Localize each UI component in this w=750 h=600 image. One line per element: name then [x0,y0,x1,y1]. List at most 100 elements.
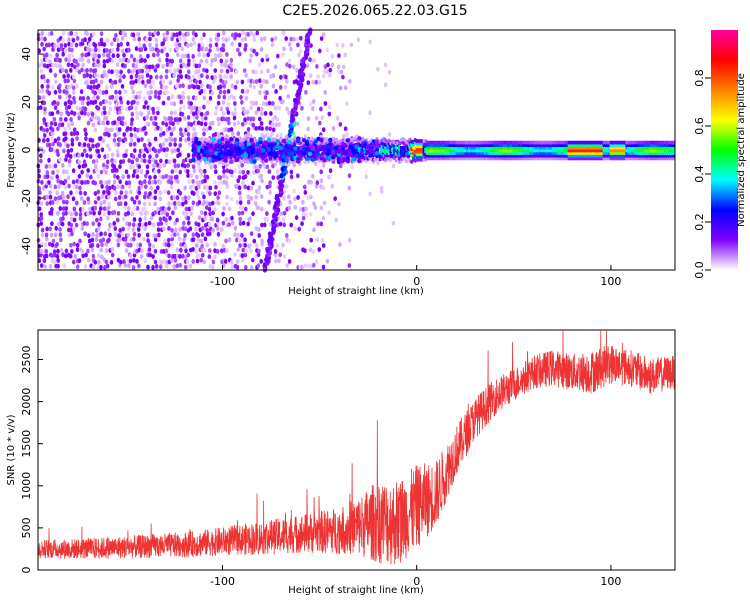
noise-speck [235,264,240,270]
noise-speck [106,153,110,159]
noise-speck [110,127,114,133]
noise-speck [49,121,54,126]
noise-speck [84,252,88,258]
noise-speck [321,73,326,79]
noise-speck [112,221,117,226]
noise-speck [188,184,193,190]
noise-speck [306,80,311,86]
noise-speck [51,141,55,147]
noise-speck [331,125,336,131]
noise-speck [238,200,243,206]
noise-speck [85,68,89,73]
noise-speck [132,141,137,147]
noise-speck [229,74,233,80]
colorbar-tick-label: 0.0 [693,261,706,279]
noise-speck [240,79,245,85]
noise-speck [233,106,238,112]
noise-speck [85,153,89,158]
noise-speck [96,174,101,179]
noise-speck [107,205,111,211]
noise-speck [153,237,158,243]
noise-speck [316,221,320,227]
noise-speck [57,184,61,190]
noise-speck [56,109,60,115]
noise-speck [51,62,55,68]
noise-speck [265,164,270,170]
noise-speck [168,142,173,147]
noise-speck [164,263,169,269]
noise-speck [186,163,190,168]
noise-speck [208,211,212,217]
noise-speck [153,174,157,180]
noise-speck [46,78,50,84]
noise-speck [123,205,128,211]
noise-speck [105,48,109,53]
noise-speck [244,73,248,78]
noise-speck [167,125,172,131]
noise-speck [108,232,112,238]
noise-speck [164,248,169,254]
noise-speck [80,226,85,232]
noise-speck [102,48,107,53]
noise-speck [187,69,191,75]
noise-speck [86,58,91,64]
noise-speck [215,226,220,231]
noise-speck [238,243,242,249]
noise-speck [136,227,141,232]
main-line-blob [293,146,298,151]
noise-speck [48,226,52,232]
noise-speck [100,184,104,189]
main-line-blob [226,143,231,148]
noise-speck [149,84,153,90]
noise-speck [93,99,98,105]
main-line-blob [226,140,231,145]
noise-speck [173,220,177,226]
noise-speck [199,58,204,64]
noise-speck [70,121,74,127]
noise-speck [235,200,240,205]
noise-speck [49,31,54,36]
noise-speck [162,226,166,231]
noise-speck [155,153,159,159]
noise-speck [74,59,78,64]
noise-speck [96,196,101,201]
noise-speck [58,122,62,128]
noise-speck [254,194,258,200]
noise-speck [45,57,49,62]
noise-speck [44,236,49,242]
noise-speck [86,168,90,173]
noise-speck [102,190,106,195]
noise-speck [86,120,91,126]
noise-speck [111,53,116,59]
noise-speck [72,127,77,133]
noise-speck [138,89,143,95]
noise-speck [100,147,105,153]
noise-speck [126,174,131,179]
noise-speck [328,72,332,78]
noise-speck [165,52,170,58]
noise-speck [265,217,269,223]
noise-speck [83,264,88,269]
sweep-point [275,207,281,213]
noise-speck [268,180,272,186]
noise-speck [200,42,204,48]
noise-speck [115,148,120,154]
noise-speck [151,264,155,270]
noise-speck [92,210,96,216]
noise-speck [269,111,273,116]
noise-speck [225,106,230,112]
noise-speck [48,241,52,247]
noise-speck [69,190,73,196]
noise-speck [205,110,210,116]
noise-speck [181,201,185,207]
main-line-blob [269,142,275,147]
noise-speck [118,236,122,242]
noise-speck [259,173,264,179]
noise-speck [87,200,91,206]
noise-speck [266,68,270,74]
noise-speck [243,174,248,180]
main-line-blob [272,151,278,156]
noise-speck [260,241,264,247]
noise-speck [347,237,352,243]
noise-speck [221,47,226,53]
